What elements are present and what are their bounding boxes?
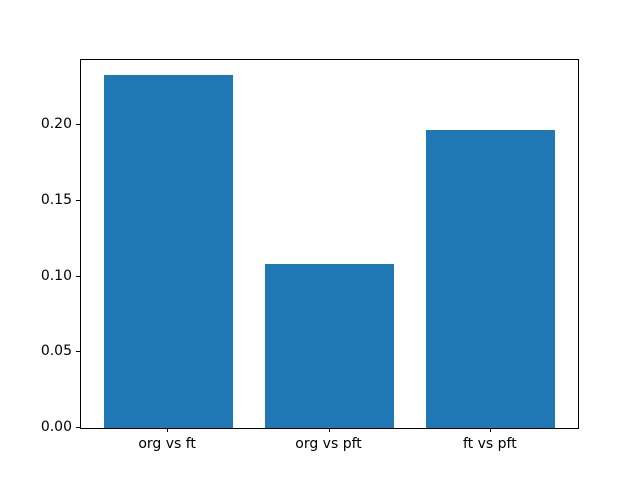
y-tick-label: 0.05: [40, 343, 72, 360]
y-tick-mark: [76, 124, 80, 126]
x-tick-label: org vs ft: [138, 436, 196, 452]
bar-ft-vs-pft: [426, 129, 556, 428]
y-tick-mark: [76, 275, 80, 277]
x-tick-label: ft vs pft: [463, 436, 517, 452]
y-tick-label: 0.00: [40, 419, 72, 435]
plot-area: [80, 59, 579, 429]
x-tick-label: org vs pft: [295, 436, 362, 452]
y-tick-label: 0.15: [40, 191, 72, 208]
bar-org-vs-pft: [264, 264, 395, 428]
x-tick-mark: [167, 428, 169, 432]
y-tick-mark: [76, 351, 80, 353]
y-tick-label: 0.20: [40, 116, 72, 133]
x-tick-mark: [328, 428, 330, 432]
y-tick-mark: [76, 427, 80, 428]
y-tick-label: 0.10: [40, 267, 72, 284]
bar-org-vs-ft: [103, 75, 233, 428]
x-tick-mark: [489, 428, 491, 432]
y-tick-mark: [76, 199, 80, 201]
